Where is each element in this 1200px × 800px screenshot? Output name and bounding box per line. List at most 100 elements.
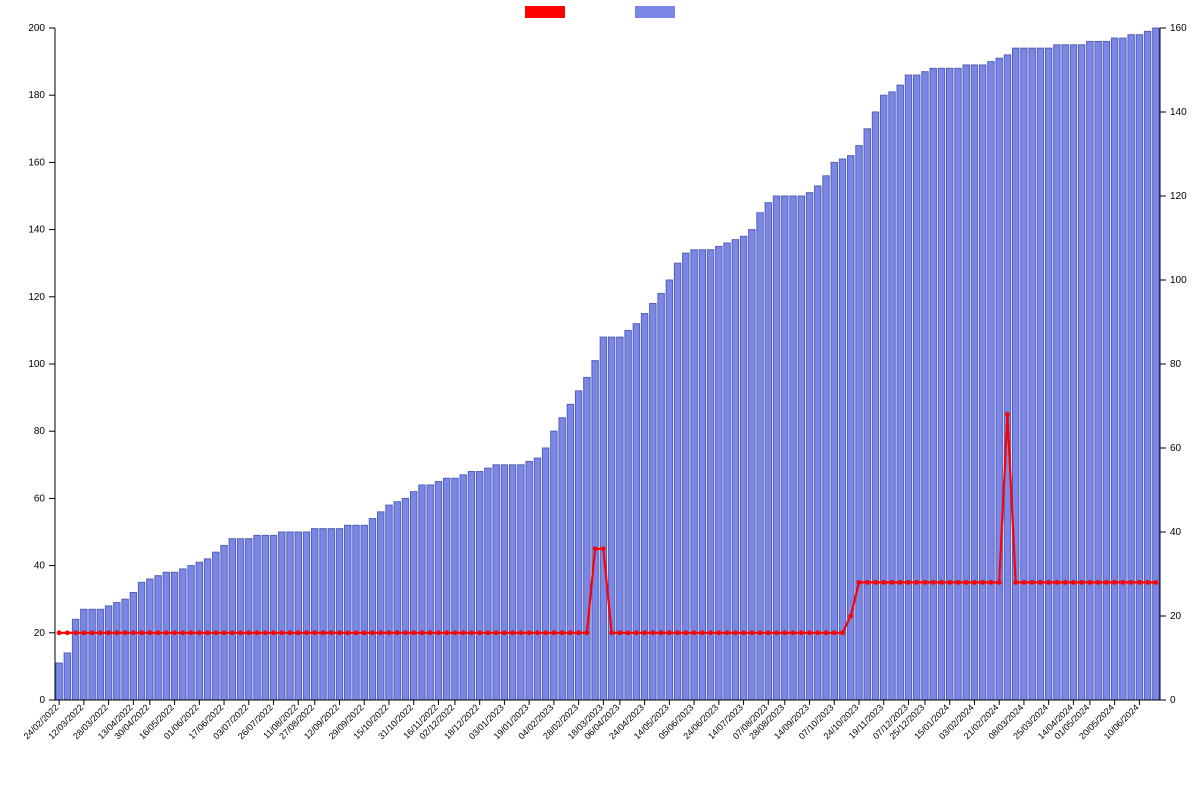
bar: [138, 582, 144, 700]
bar: [411, 492, 417, 700]
bar: [1136, 35, 1142, 700]
y-right-tick-label: 160: [1170, 23, 1187, 34]
bar: [345, 525, 351, 700]
bar: [64, 653, 70, 700]
line-marker: [956, 580, 961, 585]
bar: [1078, 45, 1084, 700]
bar: [1054, 45, 1060, 700]
line-marker: [238, 630, 243, 635]
y-right-tick-label: 20: [1170, 611, 1182, 622]
bar: [452, 478, 458, 700]
line-marker: [180, 630, 185, 635]
bar: [1062, 45, 1068, 700]
bar: [105, 606, 111, 700]
bar: [361, 525, 367, 700]
bar: [1070, 45, 1076, 700]
y-right-tick-label: 80: [1170, 359, 1182, 370]
line-marker: [1129, 580, 1134, 585]
bar: [617, 337, 623, 700]
line-marker: [255, 630, 260, 635]
bar: [369, 519, 375, 700]
line-marker: [205, 630, 210, 635]
bar: [1111, 38, 1117, 700]
bar: [328, 529, 334, 700]
line-marker: [890, 580, 895, 585]
line-marker: [543, 630, 548, 635]
line-marker: [502, 630, 507, 635]
line-marker: [164, 630, 169, 635]
line-marker: [222, 630, 227, 635]
bar: [996, 58, 1002, 700]
line-marker: [634, 630, 639, 635]
line-marker: [799, 630, 804, 635]
line-marker: [321, 630, 326, 635]
bar: [988, 62, 994, 700]
bar: [287, 532, 293, 700]
line-marker: [749, 630, 754, 635]
line-marker: [288, 630, 293, 635]
bar: [163, 572, 169, 700]
line-marker: [1112, 580, 1117, 585]
bar: [815, 186, 821, 700]
line-marker: [980, 580, 985, 585]
line-marker: [519, 630, 524, 635]
line-marker: [420, 630, 425, 635]
bar: [790, 196, 796, 700]
line-marker: [848, 614, 853, 619]
bar: [979, 65, 985, 700]
bar: [81, 609, 87, 700]
line-marker: [1071, 580, 1076, 585]
bar: [806, 193, 812, 700]
bar: [509, 465, 515, 700]
line-marker: [1145, 580, 1150, 585]
line-marker: [535, 630, 540, 635]
line-marker: [494, 630, 499, 635]
bar: [938, 68, 944, 700]
bar: [89, 609, 95, 700]
line-marker: [766, 630, 771, 635]
bar: [394, 502, 400, 700]
combo-chart: 0204060801001201401601802000204060801001…: [0, 0, 1200, 800]
line-marker: [362, 630, 367, 635]
line-marker: [395, 630, 400, 635]
line-marker: [683, 630, 688, 635]
line-marker: [1063, 580, 1068, 585]
line-marker: [156, 630, 161, 635]
bar: [147, 579, 153, 700]
line-marker: [716, 630, 721, 635]
bar: [213, 552, 219, 700]
bar: [823, 176, 829, 700]
line-marker: [1137, 580, 1142, 585]
line-marker: [593, 546, 598, 551]
bar: [749, 230, 755, 700]
line-marker: [337, 630, 342, 635]
bar: [641, 314, 647, 700]
line-marker: [791, 630, 796, 635]
line-marker: [947, 580, 952, 585]
legend-swatch: [525, 6, 565, 18]
bar: [526, 461, 532, 700]
legend-swatch: [635, 6, 675, 18]
line-marker: [997, 580, 1002, 585]
bar: [1120, 38, 1126, 700]
line-marker: [774, 630, 779, 635]
line-marker: [898, 580, 903, 585]
bar: [171, 572, 177, 700]
y-left-tick-label: 0: [39, 695, 45, 706]
line-marker: [617, 630, 622, 635]
line-marker: [840, 630, 845, 635]
line-marker: [1030, 580, 1035, 585]
line-marker: [972, 580, 977, 585]
line-marker: [1153, 580, 1158, 585]
bar: [608, 337, 614, 700]
line-marker: [881, 580, 886, 585]
bar: [914, 75, 920, 700]
line-marker: [147, 630, 152, 635]
bar: [1021, 48, 1027, 700]
line-marker: [123, 630, 128, 635]
line-marker: [296, 630, 301, 635]
bar: [443, 478, 449, 700]
bar: [493, 465, 499, 700]
bar: [518, 465, 524, 700]
bar: [881, 95, 887, 700]
